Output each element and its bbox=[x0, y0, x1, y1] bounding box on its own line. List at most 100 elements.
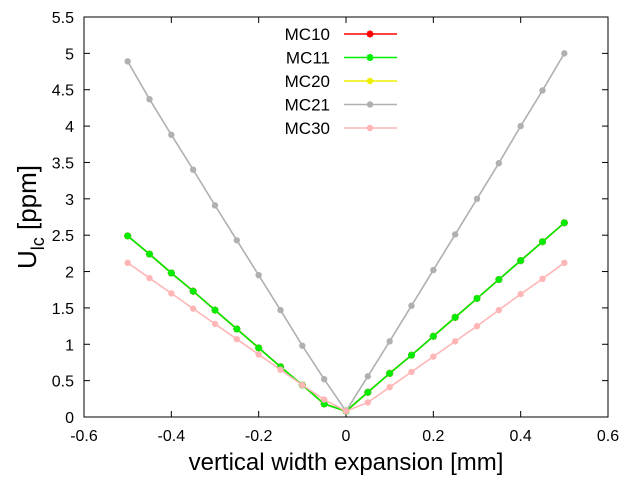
legend-marker bbox=[366, 101, 374, 108]
data-point bbox=[189, 287, 197, 295]
y-tick-label: 2 bbox=[65, 265, 74, 282]
data-point bbox=[233, 325, 241, 333]
data-point bbox=[560, 219, 568, 227]
data-point bbox=[299, 342, 306, 349]
data-point bbox=[146, 95, 153, 103]
data-point bbox=[146, 274, 153, 282]
data-point bbox=[320, 375, 328, 383]
y-tick-label: 2.5 bbox=[52, 228, 74, 245]
legend-marker bbox=[366, 54, 374, 61]
data-point bbox=[473, 322, 481, 330]
series-MC30 bbox=[124, 259, 568, 415]
data-point bbox=[168, 131, 175, 139]
y-axis-title: Ulc [ppm] bbox=[12, 165, 48, 269]
legend-marker bbox=[366, 30, 374, 38]
data-point bbox=[539, 238, 546, 246]
data-point bbox=[386, 383, 393, 391]
plot-frame bbox=[83, 16, 609, 418]
data-point bbox=[429, 332, 437, 340]
y-tick-label: 5 bbox=[65, 46, 74, 63]
data-point bbox=[408, 302, 415, 309]
data-point bbox=[386, 369, 394, 377]
legend-label: MC10 bbox=[285, 25, 330, 44]
data-point bbox=[364, 388, 372, 396]
legend-label: MC20 bbox=[285, 72, 330, 91]
data-point bbox=[495, 159, 503, 167]
y-axis-title-sub: lc bbox=[28, 237, 48, 250]
data-point bbox=[517, 257, 525, 265]
data-point bbox=[473, 195, 481, 203]
data-point bbox=[124, 232, 132, 240]
y-tick-label: 1 bbox=[65, 337, 74, 354]
data-point bbox=[320, 396, 328, 403]
x-tick-label: 0.4 bbox=[510, 428, 532, 445]
data-point bbox=[299, 381, 306, 389]
data-point bbox=[255, 351, 262, 358]
data-point bbox=[211, 306, 219, 314]
data-point bbox=[408, 368, 415, 376]
series-MC20 bbox=[124, 219, 568, 415]
legend-label: MC11 bbox=[286, 49, 330, 68]
series-line bbox=[127, 222, 565, 413]
y-tick-label: 5.5 bbox=[52, 10, 74, 27]
legend-label: MC21 bbox=[285, 96, 330, 115]
y-tick-label: 0 bbox=[65, 410, 74, 427]
series-MC11 bbox=[124, 219, 568, 415]
legend: MC10 MC11 MC20 MC21 MC30 bbox=[285, 25, 397, 138]
data-point bbox=[342, 407, 350, 415]
y-axis-title-main: U bbox=[12, 250, 42, 269]
data-point bbox=[277, 366, 284, 373]
data-point bbox=[211, 202, 219, 209]
data-point bbox=[539, 275, 546, 283]
data-point bbox=[211, 320, 219, 328]
y-tick-label: 3 bbox=[65, 192, 74, 209]
data-point bbox=[430, 266, 437, 274]
data-point bbox=[495, 306, 503, 314]
data-point bbox=[386, 338, 393, 345]
x-tick-label: -0.6 bbox=[70, 428, 98, 445]
data-point bbox=[561, 259, 568, 267]
data-point bbox=[233, 335, 241, 343]
data-point bbox=[364, 399, 372, 406]
data-point bbox=[430, 353, 437, 360]
data-point bbox=[167, 269, 175, 277]
legend-marker bbox=[366, 77, 374, 85]
data-point bbox=[124, 259, 131, 267]
axis-ticks: -0.6 -0.4 -0.2 0 0.2 0.4 0.6 0 0.5 1 1.5 2 2.5 3 3.5 4 4… bbox=[52, 10, 619, 445]
x-tick-label: 0.2 bbox=[422, 428, 444, 445]
y-tick-label: 1.5 bbox=[52, 301, 74, 318]
data-point bbox=[408, 351, 415, 359]
data-point bbox=[364, 373, 372, 380]
data-point bbox=[451, 231, 459, 238]
y-tick-label: 4 bbox=[65, 119, 74, 136]
data-point bbox=[539, 87, 546, 94]
series-line bbox=[126, 52, 566, 413]
data-point bbox=[255, 271, 262, 279]
x-axis-title: vertical width expansion [mm] bbox=[189, 449, 504, 476]
series-MC10 bbox=[124, 219, 568, 415]
data-point bbox=[517, 122, 524, 130]
x-tick-label: -0.2 bbox=[245, 428, 273, 445]
x-tick-label: 0.6 bbox=[597, 428, 619, 445]
data-point bbox=[233, 237, 241, 244]
data-point bbox=[189, 305, 197, 312]
x-tick-label: 0 bbox=[342, 428, 351, 445]
data-point bbox=[146, 250, 153, 258]
y-tick-label: 4.5 bbox=[52, 83, 74, 100]
series-line bbox=[127, 222, 565, 413]
data-point bbox=[255, 344, 263, 352]
data-point bbox=[561, 50, 568, 57]
y-tick-label: 0.5 bbox=[52, 374, 74, 391]
data-point bbox=[168, 290, 175, 297]
series-layer bbox=[124, 50, 568, 415]
data-point bbox=[124, 58, 131, 65]
data-point bbox=[517, 290, 524, 298]
data-point bbox=[277, 306, 284, 314]
series-line bbox=[127, 262, 565, 413]
data-point bbox=[495, 276, 503, 284]
data-point bbox=[451, 313, 459, 321]
series-line bbox=[127, 222, 565, 413]
data-point bbox=[451, 338, 459, 345]
data-point bbox=[473, 294, 481, 302]
